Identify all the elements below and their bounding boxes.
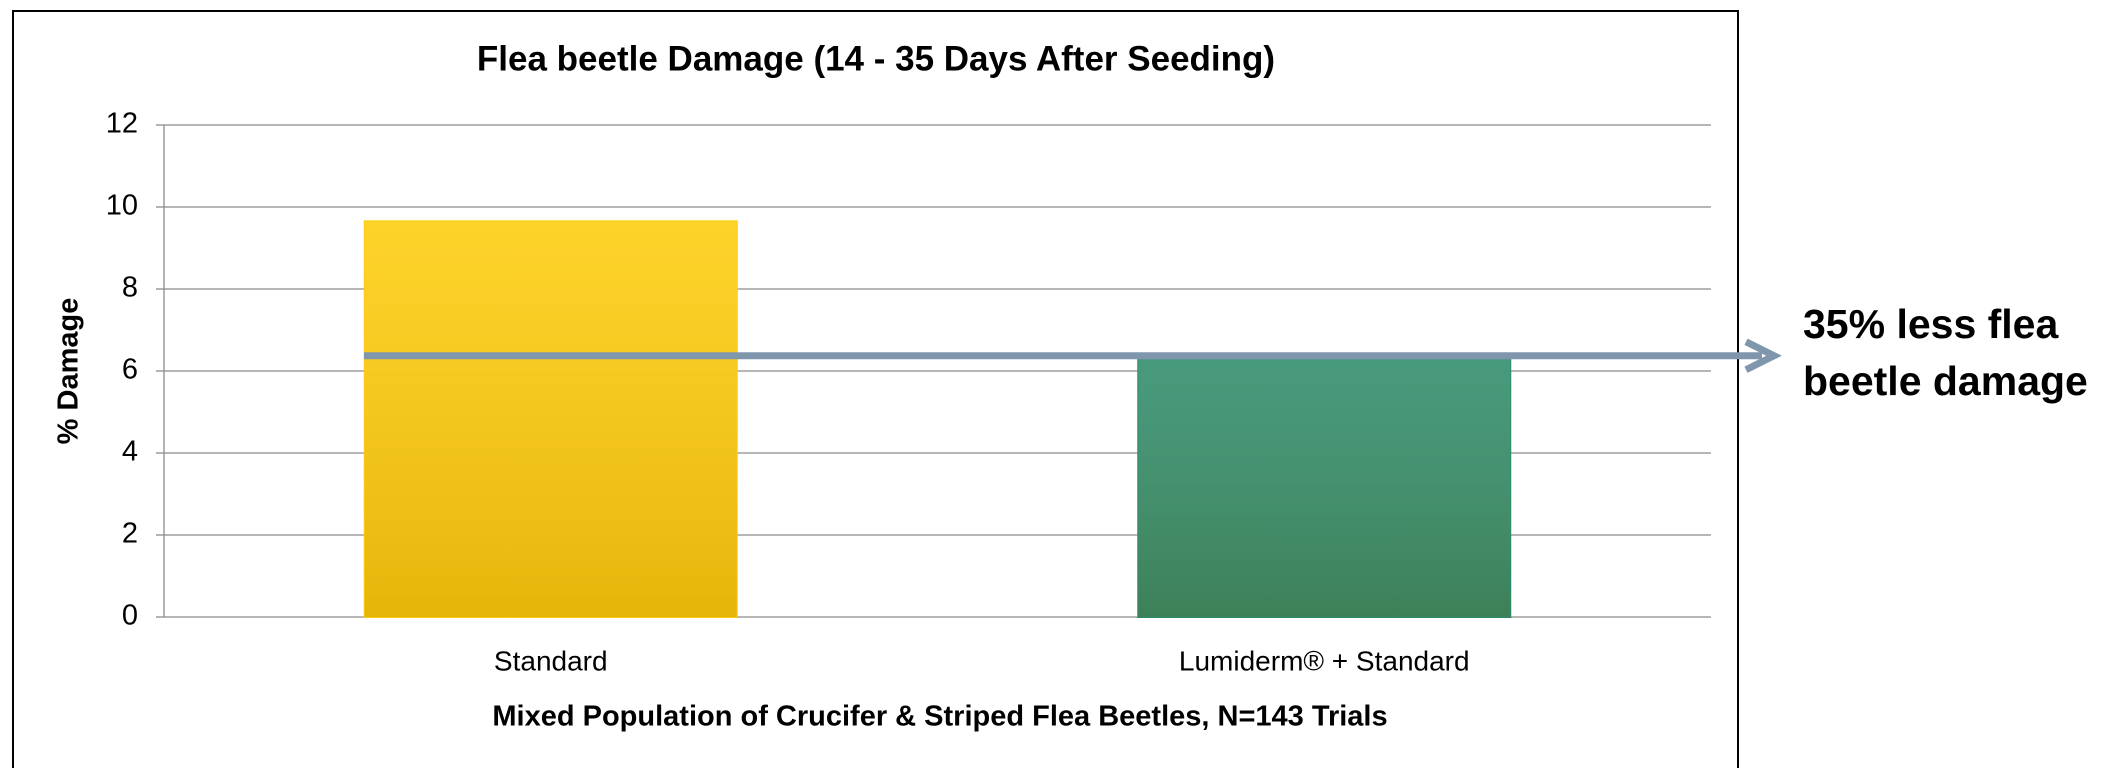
chart-title: Flea beetle Damage (14 - 35 Days After S… <box>477 39 1275 78</box>
y-tick-label: 0 <box>122 600 138 632</box>
y-tick-label: 6 <box>122 354 138 386</box>
bar-shade <box>364 221 737 617</box>
x-axis-label: Mixed Population of Crucifer & Striped F… <box>492 701 1387 733</box>
y-axis-label: % Damage <box>53 298 85 445</box>
y-tick-label: 10 <box>106 190 138 222</box>
y-tick-label: 4 <box>122 436 138 468</box>
y-tick-label: 8 <box>122 272 138 304</box>
x-tick-label: Standard <box>494 645 608 676</box>
annotation-text: beetle damage <box>1803 358 2088 404</box>
arrow-head <box>1744 338 1782 373</box>
y-tick-label: 2 <box>122 518 138 550</box>
y-tick-label: 12 <box>106 108 138 140</box>
bar-shade <box>1138 358 1511 617</box>
x-tick-label: Lumiderm® + Standard <box>1179 645 1470 676</box>
annotation-text: 35% less flea <box>1803 301 2059 347</box>
